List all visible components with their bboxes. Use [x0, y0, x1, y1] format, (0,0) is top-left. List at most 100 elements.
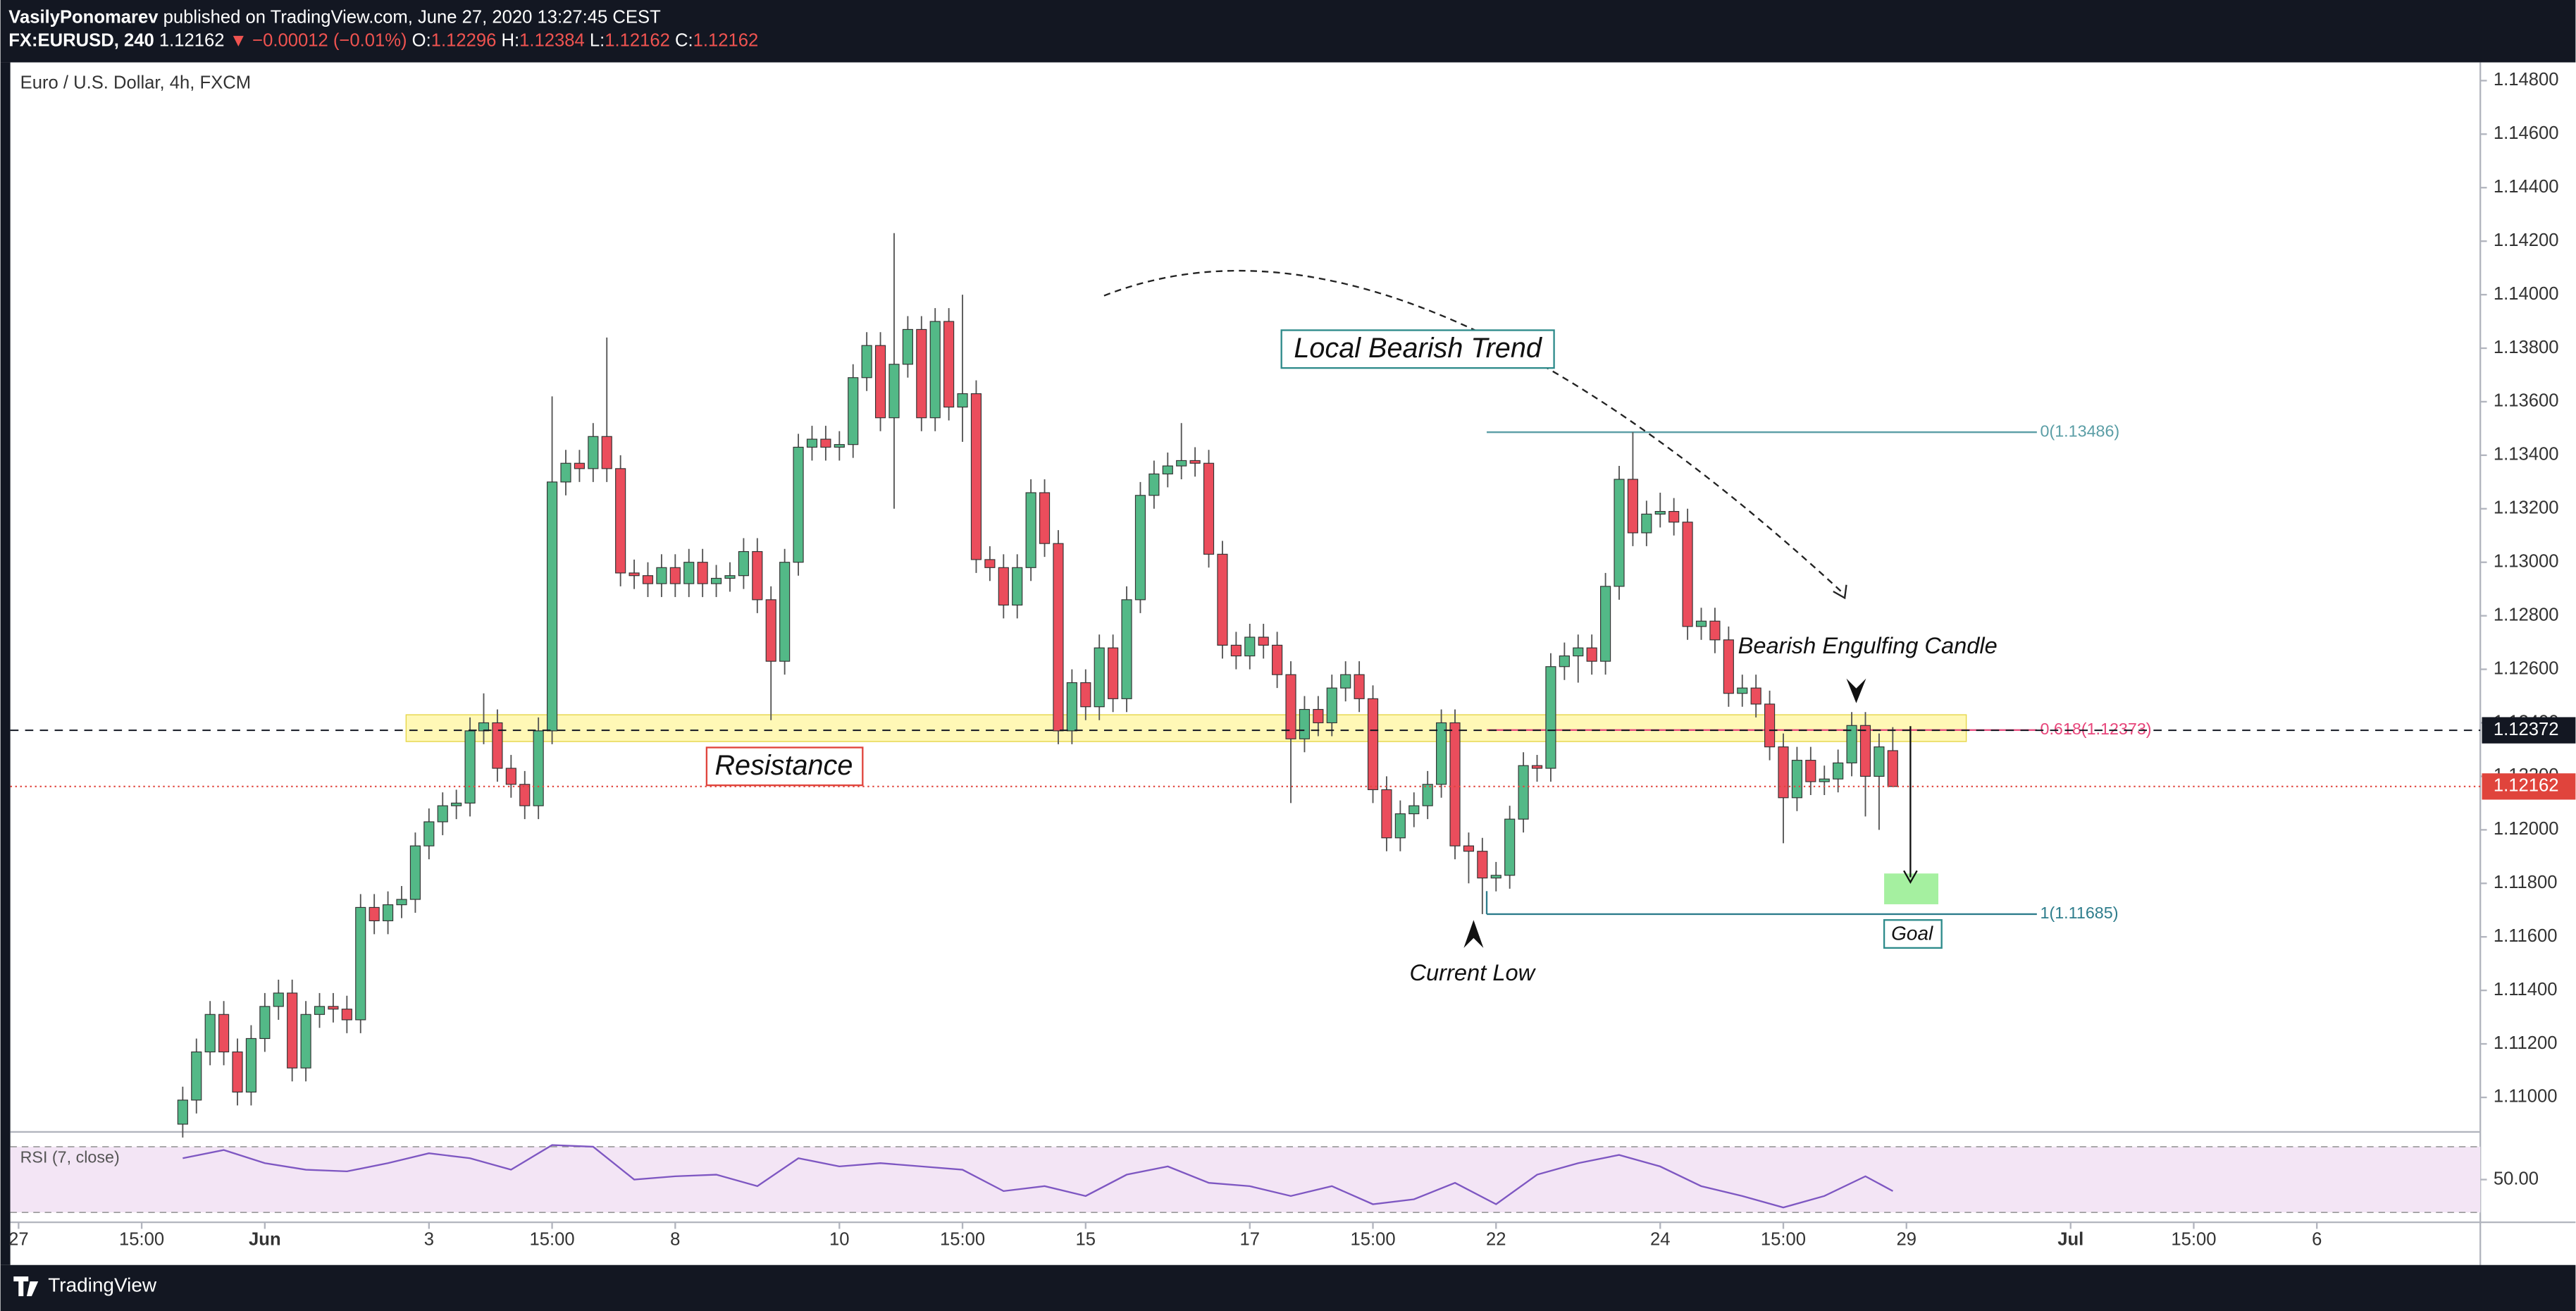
candle-body	[232, 1051, 243, 1092]
candle-body	[1025, 492, 1036, 568]
candle-body	[1627, 479, 1639, 534]
candle-body	[888, 364, 900, 419]
candle-body	[1490, 875, 1501, 879]
y-tick-label: 1.13800	[2494, 338, 2559, 357]
candle-body	[1477, 851, 1488, 879]
candle-body	[1340, 674, 1351, 689]
x-tick-label: 15:00	[119, 1230, 164, 1250]
candle-body	[355, 906, 366, 1021]
candle-body	[1859, 725, 1871, 777]
y-tick-label: 1.13000	[2494, 551, 2559, 571]
candle-body	[492, 722, 503, 769]
trend-arc	[1103, 269, 1845, 596]
y-tick-label: 1.14800	[2494, 70, 2559, 90]
candle-body	[1326, 687, 1337, 724]
candle-body	[1148, 473, 1160, 496]
candle-body	[1531, 765, 1543, 769]
candle-body	[1778, 746, 1789, 799]
candle-body	[601, 436, 612, 469]
candle-body	[765, 599, 776, 662]
candle-body	[177, 1100, 188, 1125]
candle-body	[369, 906, 380, 921]
candle-body	[916, 328, 927, 419]
brand-logo	[13, 1276, 39, 1297]
candle-body	[560, 462, 571, 483]
candle-body	[779, 562, 791, 662]
candle-body	[1504, 818, 1516, 876]
goal-zone	[1884, 873, 1939, 904]
footer-bar	[0, 1264, 2576, 1311]
candle-body	[1108, 647, 1119, 699]
candle-body	[1518, 765, 1529, 820]
candle-body	[409, 845, 421, 900]
y-tick-label: 1.14200	[2494, 230, 2559, 250]
candle-body	[1189, 460, 1201, 464]
candle-body	[628, 572, 640, 577]
x-tick-label: 15	[1076, 1230, 1096, 1250]
candle-body	[1367, 698, 1379, 790]
y-tick-label: 1.12600	[2494, 658, 2559, 678]
candle-body	[724, 575, 736, 579]
candle-body	[328, 1006, 339, 1010]
low-marker	[1463, 920, 1484, 948]
candle-body	[1121, 599, 1132, 699]
o-key: O:	[412, 30, 431, 50]
candle-body	[1053, 543, 1064, 732]
candle-body	[683, 562, 695, 584]
y-tick-label: 1.11600	[2494, 926, 2558, 946]
candle-body	[300, 1014, 311, 1069]
candle-body	[1559, 656, 1570, 667]
candle-body	[929, 321, 941, 419]
chart-title: Euro / U.S. Dollar, 4h, FXCM	[20, 73, 252, 93]
x-tick-label: 10	[829, 1230, 850, 1250]
h-key: H:	[502, 30, 520, 50]
last: 1.12162	[159, 30, 225, 50]
candle-body	[423, 821, 435, 847]
candle-body	[204, 1014, 216, 1053]
x-tick-label: Jun	[249, 1230, 281, 1250]
x-tick-label: 15:00	[1350, 1230, 1395, 1250]
candle-body	[1737, 687, 1748, 694]
candle-body	[1436, 722, 1447, 785]
resistance-box	[705, 746, 864, 787]
y-tick-label: 1.13600	[2494, 391, 2559, 411]
candle-body	[874, 345, 886, 419]
resistance-label: Resistance	[714, 750, 853, 781]
x-tick-label: 15:00	[2171, 1230, 2216, 1250]
candle-body	[396, 899, 407, 906]
change: ▼ −0.00012 (−0.01%)	[230, 30, 407, 50]
candle-body	[1846, 725, 1857, 764]
candle-body	[669, 567, 681, 584]
candle-body	[1217, 553, 1228, 646]
candle-body	[1285, 674, 1296, 739]
candle-body	[383, 904, 394, 921]
candle-body	[806, 438, 818, 448]
o-value: 1.12296	[431, 30, 497, 50]
y-tick-label: 1.11800	[2494, 873, 2558, 892]
candle-body	[984, 559, 996, 568]
goal-arrowhead	[1903, 870, 1918, 885]
y-tick-label: 1.11000	[2494, 1087, 2558, 1107]
resistance-zone	[405, 714, 1967, 742]
candle-body	[451, 802, 462, 806]
author: VasilyPonomarev	[8, 7, 159, 27]
candle-body	[1819, 778, 1830, 782]
l-value: 1.12162	[605, 30, 670, 50]
candle-body	[1573, 647, 1584, 657]
y-tick-label: 1.11400	[2494, 980, 2558, 999]
candle-body	[752, 550, 763, 601]
candle-body	[218, 1014, 230, 1053]
candle-body	[588, 436, 599, 469]
goal-box	[1883, 919, 1943, 949]
candle-body	[533, 730, 544, 806]
rsi-tick-label: 50.00	[2494, 1169, 2539, 1188]
price-label-box	[2482, 773, 2576, 800]
candle-body	[1695, 620, 1707, 627]
candle-body	[1668, 511, 1680, 523]
candle-body	[1066, 682, 1077, 732]
candle-body	[957, 393, 968, 408]
candle-body	[1887, 750, 1898, 787]
candle-body	[1723, 639, 1734, 694]
candle-body	[1203, 462, 1215, 555]
